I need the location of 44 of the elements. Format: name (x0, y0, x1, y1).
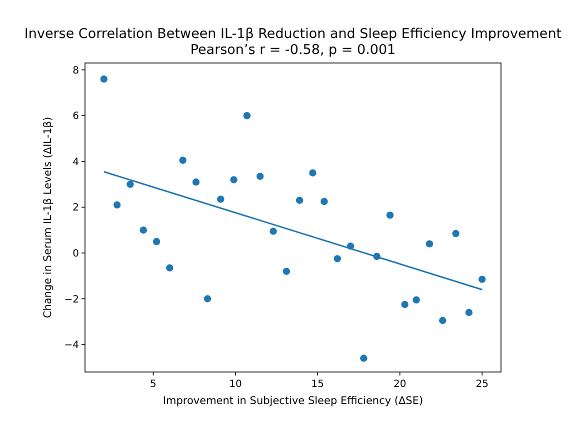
point (296, 196, 304, 204)
point (386, 212, 394, 219)
point (113, 201, 121, 209)
x-tick-label: 5 (150, 379, 156, 390)
x-axis-title: Improvement in Subjective Sleep Efficiency (ΔSE) (162, 395, 424, 407)
y-tick-label: −2 (64, 294, 79, 306)
x-tick-label: 10 (229, 379, 242, 390)
point (426, 240, 434, 248)
y-tick-label: 0 (72, 248, 79, 260)
y-axis-title: Change in Serum IL-1β Levels (ΔIL-1β) (42, 116, 54, 318)
point (100, 75, 108, 83)
point (309, 169, 316, 176)
y-tick-label: 2 (72, 202, 79, 214)
y-tick-label: 8 (72, 65, 79, 76)
point (152, 238, 160, 246)
chart-subtitle: Pearson’s r = -0.58, p = 0.001 (190, 42, 396, 58)
point (270, 228, 277, 235)
x-tick-label: 25 (476, 379, 488, 390)
chart-title: Inverse Correlation Between IL-1β Reduction and Sleep Efficiency Improvement (24, 26, 562, 42)
point (282, 268, 290, 275)
point (140, 226, 147, 234)
point (401, 300, 408, 308)
y-tick-label: 4 (72, 156, 79, 168)
point (439, 316, 446, 324)
point (256, 172, 264, 180)
x-tick-label: 15 (311, 379, 324, 390)
y-tick-label: 6 (72, 111, 79, 122)
point (334, 255, 341, 262)
point (179, 156, 186, 164)
point (204, 295, 212, 302)
x-tick-label: 20 (394, 379, 406, 390)
point (217, 196, 224, 203)
point (230, 176, 238, 184)
point (166, 264, 174, 272)
point (465, 308, 473, 316)
point (360, 354, 368, 362)
point (412, 296, 420, 304)
point (243, 112, 251, 120)
point (126, 180, 134, 188)
point (320, 198, 328, 206)
point (452, 230, 460, 238)
y-tick-label: −4 (64, 340, 79, 352)
point (192, 178, 200, 186)
point (478, 276, 486, 283)
